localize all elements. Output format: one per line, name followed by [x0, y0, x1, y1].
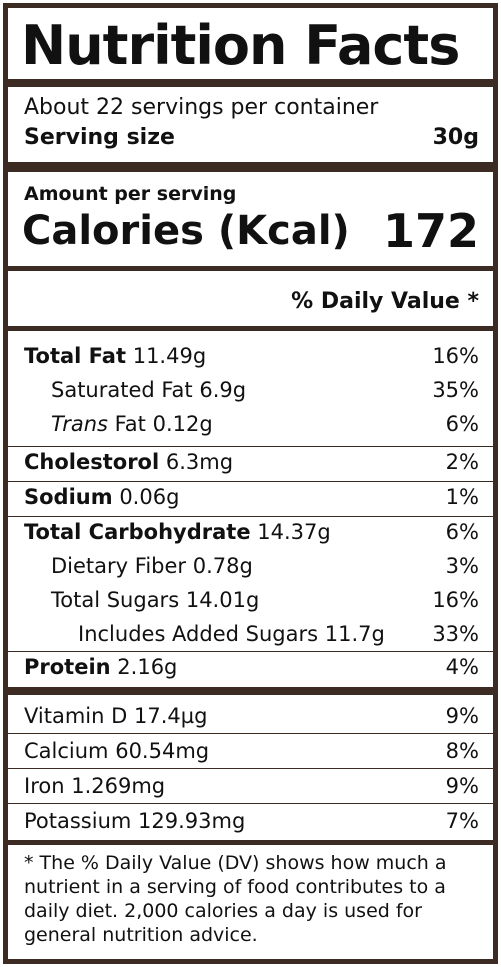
vitamin-row-calcium: Calcium 60.54mg: [24, 739, 209, 763]
nutrient-name: Includes Added Sugars: [78, 622, 319, 646]
nutrition-facts-label: Nutrition Facts About 22 servings per co…: [3, 3, 498, 964]
nutrient-amount: 0.12g: [152, 412, 213, 436]
vitamin-dv: 8%: [445, 739, 479, 763]
nutrient-amount: 0.06g: [119, 485, 180, 509]
vitamin-amount: 17.4µg: [133, 704, 208, 728]
vitamin-name: Calcium: [24, 739, 109, 763]
nutrient-row-sodium: Sodium 0.06g: [24, 485, 179, 509]
nutrient-name: Total Carbohydrate: [24, 520, 251, 544]
nutrient-amount: 14.01g: [185, 588, 260, 612]
nutrient-name: Fat: [114, 412, 146, 436]
divider-thin: [8, 651, 493, 652]
nutrient-row-total-carbohydrate: Total Carbohydrate 14.37g: [24, 520, 331, 544]
vitamin-name: Vitamin D: [24, 704, 128, 728]
nutrient-name: Saturated Fat: [51, 378, 193, 402]
divider-medium: [8, 326, 493, 331]
nutrient-dv: 4%: [445, 655, 479, 679]
divider-medium: [8, 266, 493, 271]
nutrient-row-cholesterol: Cholestorol 6.3mg: [24, 450, 233, 474]
vitamin-amount: 1.269mg: [71, 774, 166, 798]
vitamin-row-iron: Iron 1.269mg: [24, 774, 165, 798]
serving-size-value: 30g: [432, 125, 479, 150]
nutrient-amount: 2.16g: [117, 655, 178, 679]
nutrient-row-total-sugars: Total Sugars 14.01g: [51, 588, 259, 612]
nutrient-dv: 6%: [445, 412, 479, 436]
divider-thin: [8, 768, 493, 769]
nutrient-row-saturated-fat: Saturated Fat 6.9g: [51, 378, 246, 402]
nutrient-name: Total Fat: [24, 344, 127, 368]
nutrient-row-protein: Protein 2.16g: [24, 655, 177, 679]
vitamin-dv: 9%: [445, 704, 479, 728]
vitamin-row-vitamin-d: Vitamin D 17.4µg: [24, 704, 207, 728]
label-title: Nutrition Facts: [21, 14, 460, 77]
divider-thin: [8, 803, 493, 804]
serving-size-label: Serving size: [24, 125, 175, 150]
calories-label: Calories (Kcal): [22, 208, 350, 254]
nutrient-name: Dietary Fiber: [51, 554, 187, 578]
nutrient-amount: 0.78g: [192, 554, 253, 578]
nutrient-dv: 16%: [432, 588, 479, 612]
vitamin-name: Potassium: [24, 809, 132, 833]
vitamin-amount: 60.54mg: [115, 739, 210, 763]
divider-thin: [8, 481, 493, 482]
nutrient-dv: 3%: [445, 554, 479, 578]
nutrient-dv: 1%: [445, 485, 479, 509]
nutrient-amount: 6.9g: [199, 378, 247, 402]
divider-medium: [8, 840, 493, 845]
nutrient-row-total-fat: Total Fat 11.49g: [24, 344, 206, 368]
nutrient-amount: 6.3mg: [165, 450, 234, 474]
vitamin-amount: 129.93mg: [138, 809, 246, 833]
vitamin-dv: 7%: [445, 809, 479, 833]
nutrient-amount: 14.37g: [257, 520, 331, 544]
servings-per-container: About 22 servings per container: [24, 95, 379, 120]
divider-thin: [8, 516, 493, 517]
nutrient-name: Protein: [24, 655, 111, 679]
vitamin-row-potassium: Potassium 129.93mg: [24, 809, 245, 833]
vitamin-dv: 9%: [445, 774, 479, 798]
divider-thin: [8, 446, 493, 447]
nutrient-row-trans-fat: Trans Fat 0.12g: [51, 412, 213, 436]
vitamin-name: Iron: [24, 774, 65, 798]
nutrient-name-italic: Trans: [51, 412, 108, 436]
nutrient-name: Sodium: [24, 485, 113, 509]
nutrient-amount: 11.7g: [324, 622, 385, 646]
calories-value: 172: [382, 204, 479, 258]
divider-thick: [8, 162, 493, 172]
divider-thick: [8, 687, 493, 695]
nutrient-amount: 11.49g: [132, 344, 207, 368]
footnote: * The % Daily Value (DV) shows how much …: [24, 852, 447, 946]
nutrient-dv: 16%: [432, 344, 479, 368]
nutrient-dv: 33%: [432, 622, 479, 646]
nutrient-row-added-sugars: Includes Added Sugars 11.7g: [78, 622, 385, 646]
amount-per-serving: Amount per serving: [24, 183, 237, 205]
nutrient-name: Total Sugars: [51, 588, 180, 612]
daily-value-header: % Daily Value *: [291, 289, 479, 314]
nutrient-dv: 2%: [445, 450, 479, 474]
divider-thick: [8, 79, 493, 87]
nutrient-dv: 35%: [432, 378, 479, 402]
nutrient-dv: 6%: [445, 520, 479, 544]
nutrient-name: Cholestorol: [24, 450, 160, 474]
nutrient-row-dietary-fiber: Dietary Fiber 0.78g: [51, 554, 253, 578]
divider-thin: [8, 733, 493, 734]
